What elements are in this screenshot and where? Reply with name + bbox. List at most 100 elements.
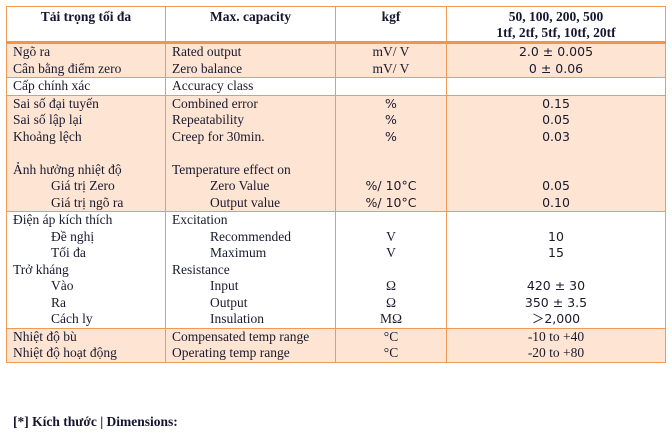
value: 0.05: [542, 178, 570, 193]
label-en: Input: [210, 278, 239, 293]
spacer: [13, 145, 159, 162]
value: -20 to +80: [527, 345, 585, 360]
label-en: Zero Value: [210, 178, 270, 193]
table-row-accuracy: Cấp chính xác Accuracy class: [6, 77, 666, 96]
label-vi: Cấp chính xác: [13, 78, 91, 93]
label-en: Operating temp range: [172, 345, 290, 360]
table-header-row: Tải trọng tối đa Max. capacity kgf 50, 1…: [6, 6, 666, 44]
value: 0 ± 0.06: [528, 60, 584, 76]
unit: %: [385, 128, 397, 144]
label-en: Output: [210, 294, 248, 310]
cell-vi: Ngõ ra Cân bằng điểm zero: [6, 42, 166, 78]
cell-unit: [335, 77, 447, 96]
label-vi: Giá trị ngõ ra: [51, 194, 124, 210]
cell-en: Compensated temp range Operating temp ra…: [165, 327, 336, 363]
value: ＞2,000: [531, 311, 581, 326]
cell-value: -10 to +40 -20 to +80: [446, 327, 666, 363]
value: 350 ± 3.5: [524, 294, 588, 310]
unit: %/ 10°C: [365, 178, 417, 193]
label-en: Compensated temp range: [172, 328, 310, 344]
value: 0.10: [542, 194, 570, 210]
table-row-error: Sai số đại tuyến Sai số lập lại Khoảng l…: [6, 94, 666, 212]
label-vi: Giá trị Zero: [51, 178, 115, 193]
cell-value: 10 15 420 ± 30 350 ± 3.5 ＞2,000: [446, 211, 666, 329]
header-capacity: 50, 100, 200, 500 1tf, 2tf, 5tf, 10tf, 2…: [446, 6, 666, 44]
label-vi: Trở kháng: [13, 261, 69, 277]
header-en: Max. capacity: [165, 6, 336, 44]
cell-unit: °C °C: [335, 327, 447, 363]
cell-vi: Điện áp kích thích Đề nghị Tối đa Trở kh…: [6, 211, 166, 329]
dimensions-heading: [*] Kích thước | Dimensions:: [13, 414, 178, 429]
label-vi: Nhiệt độ hoạt động: [13, 345, 117, 360]
label-en: Zero balance: [172, 60, 243, 76]
header-vi: Tải trọng tối đa: [6, 6, 166, 44]
header-unit: kgf: [335, 6, 447, 44]
label-vi: Điện áp kích thích: [13, 212, 113, 227]
cell-en: Combined error Repeatability Creep for 3…: [165, 94, 336, 212]
cell-unit: V V Ω Ω MΩ: [335, 211, 447, 329]
unit: mV/ V: [372, 44, 410, 59]
label-vi: Tối đa: [51, 245, 86, 260]
label-vi: Sai số đại tuyến: [13, 95, 99, 111]
cell-unit: mV/ V mV/ V: [335, 42, 447, 78]
label-en: Combined error: [172, 95, 258, 111]
cell-value: 2.0 ± 0.005 0 ± 0.06: [446, 42, 666, 78]
unit: MΩ: [379, 311, 403, 326]
value: 0.05: [542, 112, 570, 127]
spacer: [342, 262, 440, 279]
unit: %: [385, 95, 397, 111]
unit: °C: [383, 345, 399, 360]
cell-vi: Sai số đại tuyến Sai số lập lại Khoảng l…: [6, 94, 166, 212]
label-en: Insulation: [210, 311, 264, 326]
label-en: Rated output: [172, 44, 242, 59]
table-row-temp-range: Nhiệt độ bù Nhiệt độ hoạt động Compensat…: [6, 327, 666, 363]
value: 2.0 ± 0.005: [518, 44, 594, 59]
value: 10: [548, 228, 564, 244]
label-en: Output value: [210, 194, 281, 210]
value: -10 to +40: [527, 328, 585, 344]
unit: %/ 10°C: [365, 194, 417, 210]
label-vi: Sai số lập lại: [13, 112, 83, 127]
label-en: Maximum: [210, 245, 267, 260]
unit: %: [385, 112, 397, 127]
unit: V: [386, 245, 396, 260]
cell-vi: Cấp chính xác: [6, 77, 166, 96]
spacer: [342, 145, 440, 162]
spacer: [172, 145, 329, 162]
table-row-output: Ngõ ra Cân bằng điểm zero Rated output Z…: [6, 42, 666, 78]
capacity-line-1: 50, 100, 200, 500: [508, 9, 604, 24]
label-en: Repeatability: [172, 112, 244, 127]
value: 15: [548, 245, 564, 260]
label-vi: Ra: [51, 294, 66, 310]
spec-table: Tải trọng tối đa Max. capacity kgf 50, 1…: [6, 6, 666, 363]
cell-en: Rated output Zero balance: [165, 42, 336, 78]
label-vi: Khoảng lệch: [13, 128, 82, 144]
label-vi: Cân bằng điểm zero: [13, 60, 122, 76]
unit: mV/ V: [372, 60, 410, 76]
cell-en: Accuracy class: [165, 77, 336, 96]
spacer: [342, 212, 440, 229]
cell-value: 0.15 0.05 0.03 0.05 0.10: [446, 94, 666, 212]
capacity-line-2: 1tf, 2tf, 5tf, 10tf, 20tf: [496, 25, 616, 40]
cell-vi: Nhiệt độ bù Nhiệt độ hoạt động: [6, 327, 166, 363]
table-row-excitation: Điện áp kích thích Đề nghị Tối đa Trở kh…: [6, 211, 666, 329]
unit: °C: [383, 328, 399, 344]
spacer: [453, 262, 659, 279]
label-en: Excitation: [172, 212, 228, 227]
label-en: Resistance: [172, 261, 230, 277]
label-en: Temperature effect on: [172, 161, 291, 177]
unit: Ω: [385, 278, 397, 293]
spacer: [453, 162, 659, 179]
cell-value: [446, 77, 666, 96]
label-vi: Đề nghị: [51, 228, 95, 244]
spacer: [453, 212, 659, 229]
label-vi: Vào: [51, 278, 74, 293]
unit: V: [386, 228, 396, 244]
label-vi: Ngõ ra: [13, 44, 51, 59]
label-vi: Cách ly: [51, 311, 93, 326]
spacer: [453, 145, 659, 162]
value: 0.15: [542, 95, 570, 111]
label-vi: Ảnh hưởng nhiệt độ: [13, 161, 122, 177]
cell-en: Excitation Recommended Maximum Resistanc…: [165, 211, 336, 329]
spacer: [342, 162, 440, 179]
